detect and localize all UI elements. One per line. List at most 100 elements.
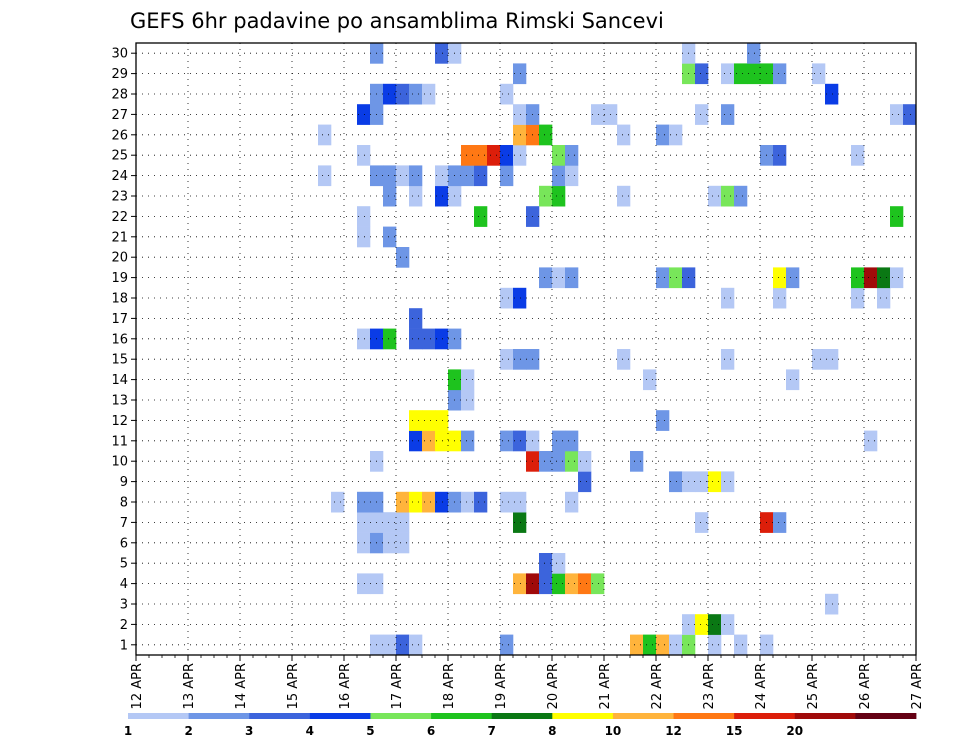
heatmap-cell [435,491,449,513]
heatmap-cell [383,83,397,105]
heatmap-cell [461,369,475,391]
heatmap-cells [318,43,917,656]
heatmap-cell [500,145,514,166]
heatmap-cell [695,63,709,85]
y-tick-label: 17 [111,312,128,327]
heatmap-cell [513,145,527,166]
heatmap-cell [461,145,475,166]
y-tick-label: 5 [120,557,128,572]
legend-swatch [612,713,674,719]
heatmap-cell [669,267,683,289]
heatmap-cell [487,145,501,166]
legend-label: 2 [184,724,192,738]
heatmap-cell [552,165,566,187]
heatmap-cell [825,83,839,105]
heatmap-cell [708,614,722,635]
grid-lines [136,43,917,655]
heatmap-cell [396,165,410,187]
chart-title: GEFS 6hr padavine po ansamblima Rimski S… [130,9,664,33]
heatmap-cell [396,512,410,533]
y-tick-label: 29 [111,67,128,82]
heatmap-cell [461,165,475,187]
heatmap-cell [396,83,410,105]
heatmap-cell [721,185,735,207]
heatmap-cell [669,634,683,656]
heatmap-cell [357,104,371,125]
x-tick-label: 16 APR [338,663,353,709]
heatmap-cell [864,430,878,452]
y-tick-label: 15 [111,353,128,368]
legend-swatch [249,713,311,719]
y-tick-label: 27 [111,108,128,123]
x-tick-label: 26 APR [858,663,873,709]
heatmap-cell [383,634,397,656]
legend-label: 6 [427,724,435,738]
heatmap-cell [422,83,436,105]
heatmap-cell [786,267,800,289]
heatmap-cell [721,471,735,493]
heatmap-cell [435,185,449,207]
heatmap-cell [656,634,670,656]
legend-swatch [491,713,553,719]
heatmap-cell [513,491,527,513]
heatmap-cell [357,532,371,554]
heatmap-cell [773,267,787,289]
y-tick-label: 9 [120,475,128,490]
heatmap-cell [513,63,527,85]
heatmap-cell [474,491,488,513]
y-tick-label: 4 [120,577,128,592]
heatmap-cell [708,634,722,656]
y-tick-label: 11 [111,434,128,449]
heatmap-cell [357,226,371,248]
heatmap-cell [461,430,475,452]
heatmap-cell [552,573,566,595]
heatmap-cell [656,267,670,289]
heatmap-cell [695,512,709,533]
heatmap-cell [500,165,514,187]
heatmap-cell [513,349,527,370]
heatmap-cell [565,165,579,187]
heatmap-cell [409,165,423,187]
legend-label: 4 [306,724,314,738]
legend-swatch [552,713,614,719]
x-tick-label: 15 APR [286,663,301,709]
heatmap-cell [643,369,657,391]
y-axis: 1234567891011121314151617181920212223242… [111,47,136,653]
y-tick-label: 12 [111,414,128,429]
heatmap-cell [643,634,657,656]
heatmap-cell [552,553,566,574]
heatmap-cell [734,63,748,85]
heatmap-cell [435,410,449,431]
heatmap-cell [409,410,423,431]
heatmap-cell [708,185,722,207]
heatmap-cell [669,124,683,146]
heatmap-cell [396,532,410,554]
x-tick-label: 18 APR [442,663,457,709]
y-tick-label: 24 [111,169,128,184]
legend-label: 12 [665,724,682,738]
heatmap-cell [812,349,826,370]
y-tick-label: 1 [120,638,128,653]
x-tick-label: 13 APR [182,663,197,709]
heatmap-cell [786,369,800,391]
heatmap-cell [383,226,397,248]
heatmap-cell [695,614,709,635]
heatmap-cell [318,124,332,146]
x-tick-label: 23 APR [702,663,717,709]
heatmap-cell [513,124,527,146]
y-tick-label: 30 [111,47,128,62]
y-tick-label: 3 [120,598,128,613]
heatmap-cell [552,451,566,472]
legend-label: 10 [605,724,622,738]
heatmap-cell [474,145,488,166]
heatmap-cell [422,491,436,513]
heatmap-cell [461,491,475,513]
heatmap-cell [721,614,735,635]
heatmap-cell [669,471,683,493]
heatmap-cell [565,491,579,513]
heatmap-cell [409,430,423,452]
heatmap-cell [461,389,475,411]
heatmap-cell [409,491,423,513]
x-tick-label: 19 APR [494,663,509,709]
